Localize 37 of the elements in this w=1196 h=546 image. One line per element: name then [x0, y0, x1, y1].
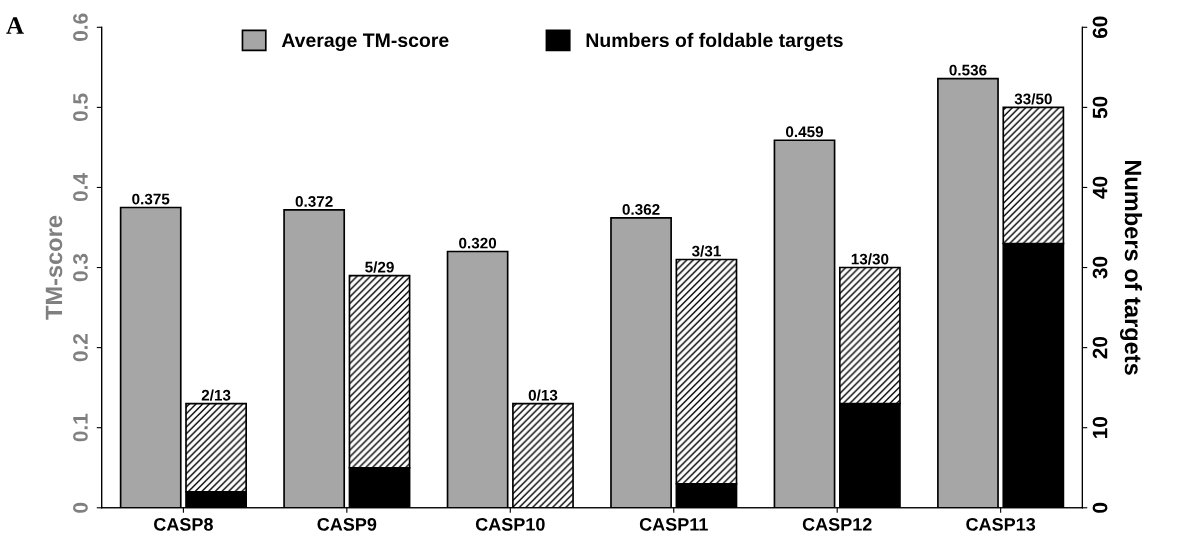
x-tick-label: CASP9 [317, 517, 377, 531]
y2-axis-title: Numbers of targets [1119, 160, 1143, 375]
y-tick-label: 0.3 [73, 253, 88, 282]
data-label: 5/29 [365, 261, 394, 273]
y-tick-label: 0 [73, 502, 88, 513]
y2-tick-label: 0 [1092, 502, 1108, 513]
y-tick-label: 0.1 [73, 413, 88, 442]
y2-tick-label: 20 [1092, 336, 1108, 359]
x-tick-label: CASP13 [966, 517, 1036, 531]
y-tick-label: 0.4 [73, 173, 88, 202]
y2-tick-label: 10 [1092, 416, 1108, 438]
legend-label: Numbers of foldable targets [586, 32, 843, 52]
data-label: 0.375 [132, 193, 170, 205]
legend-label: Average TM-score [281, 33, 449, 52]
data-label: 2/13 [201, 389, 231, 401]
x-tick-label: CASP10 [475, 517, 545, 531]
y2-tick-label: 40 [1092, 176, 1108, 199]
y2-tick-label: 30 [1092, 256, 1108, 279]
y-tick-label: 0.6 [73, 13, 88, 41]
x-tick-label: CASP12 [802, 517, 872, 531]
data-label: 13/30 [851, 253, 889, 265]
data-label: 0.320 [459, 237, 497, 249]
data-label: 0.536 [949, 64, 987, 76]
x-tick-label: CASP11 [639, 517, 708, 531]
data-label: 3/31 [691, 245, 721, 257]
data-label: 33/50 [1014, 93, 1052, 105]
y2-tick-label: 50 [1092, 96, 1108, 119]
y2-tick-label: 60 [1092, 16, 1108, 39]
data-label: 0.459 [786, 126, 824, 138]
text: A [6, 17, 24, 34]
y-tick-label: 0.5 [73, 93, 88, 122]
data-label: 0.362 [622, 204, 660, 215]
y-tick-label: 0.2 [73, 333, 88, 362]
data-label: 0.372 [295, 196, 333, 207]
y-axis-title: TM-score [45, 215, 63, 320]
x-tick-label: CASP8 [154, 517, 213, 531]
data-label: 0/13 [528, 389, 558, 401]
